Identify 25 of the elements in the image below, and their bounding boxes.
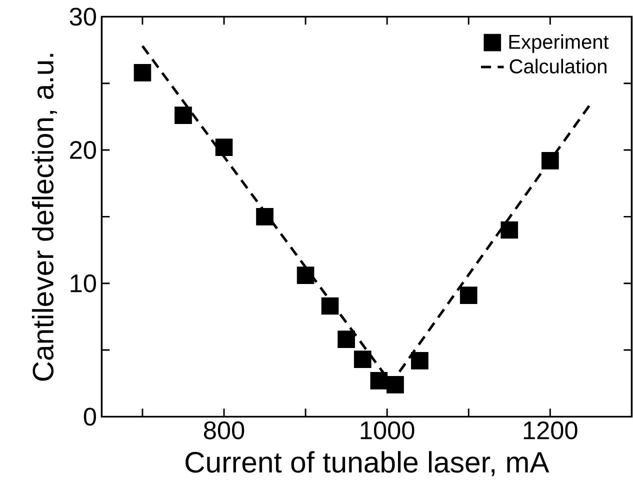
point xyxy=(541,152,559,170)
point xyxy=(500,221,518,239)
x-axis-title: Current of tunable laser, mA xyxy=(186,451,550,476)
y-tick-label: 0 xyxy=(84,408,96,426)
point xyxy=(215,138,233,156)
y-tick-label: 30 xyxy=(70,8,96,26)
y-axis-title: Cantilever deflection, a.u. xyxy=(32,54,57,381)
y-tick-label: 10 xyxy=(70,274,96,292)
x-tick-label: 800 xyxy=(204,421,244,440)
point xyxy=(460,286,478,304)
point xyxy=(296,266,314,284)
x-tick-label: 1200 xyxy=(524,421,578,440)
point xyxy=(338,330,355,348)
point xyxy=(354,350,372,368)
point xyxy=(321,297,339,315)
legend-label: Calculation xyxy=(510,58,606,74)
point xyxy=(411,352,428,370)
x-tick-label: 1000 xyxy=(360,421,414,440)
y-tick-label: 20 xyxy=(70,141,96,159)
point xyxy=(370,372,388,390)
point xyxy=(174,106,192,124)
point xyxy=(134,64,152,82)
point xyxy=(256,208,274,226)
point xyxy=(386,376,404,394)
legend-label: Experiment xyxy=(509,34,609,53)
